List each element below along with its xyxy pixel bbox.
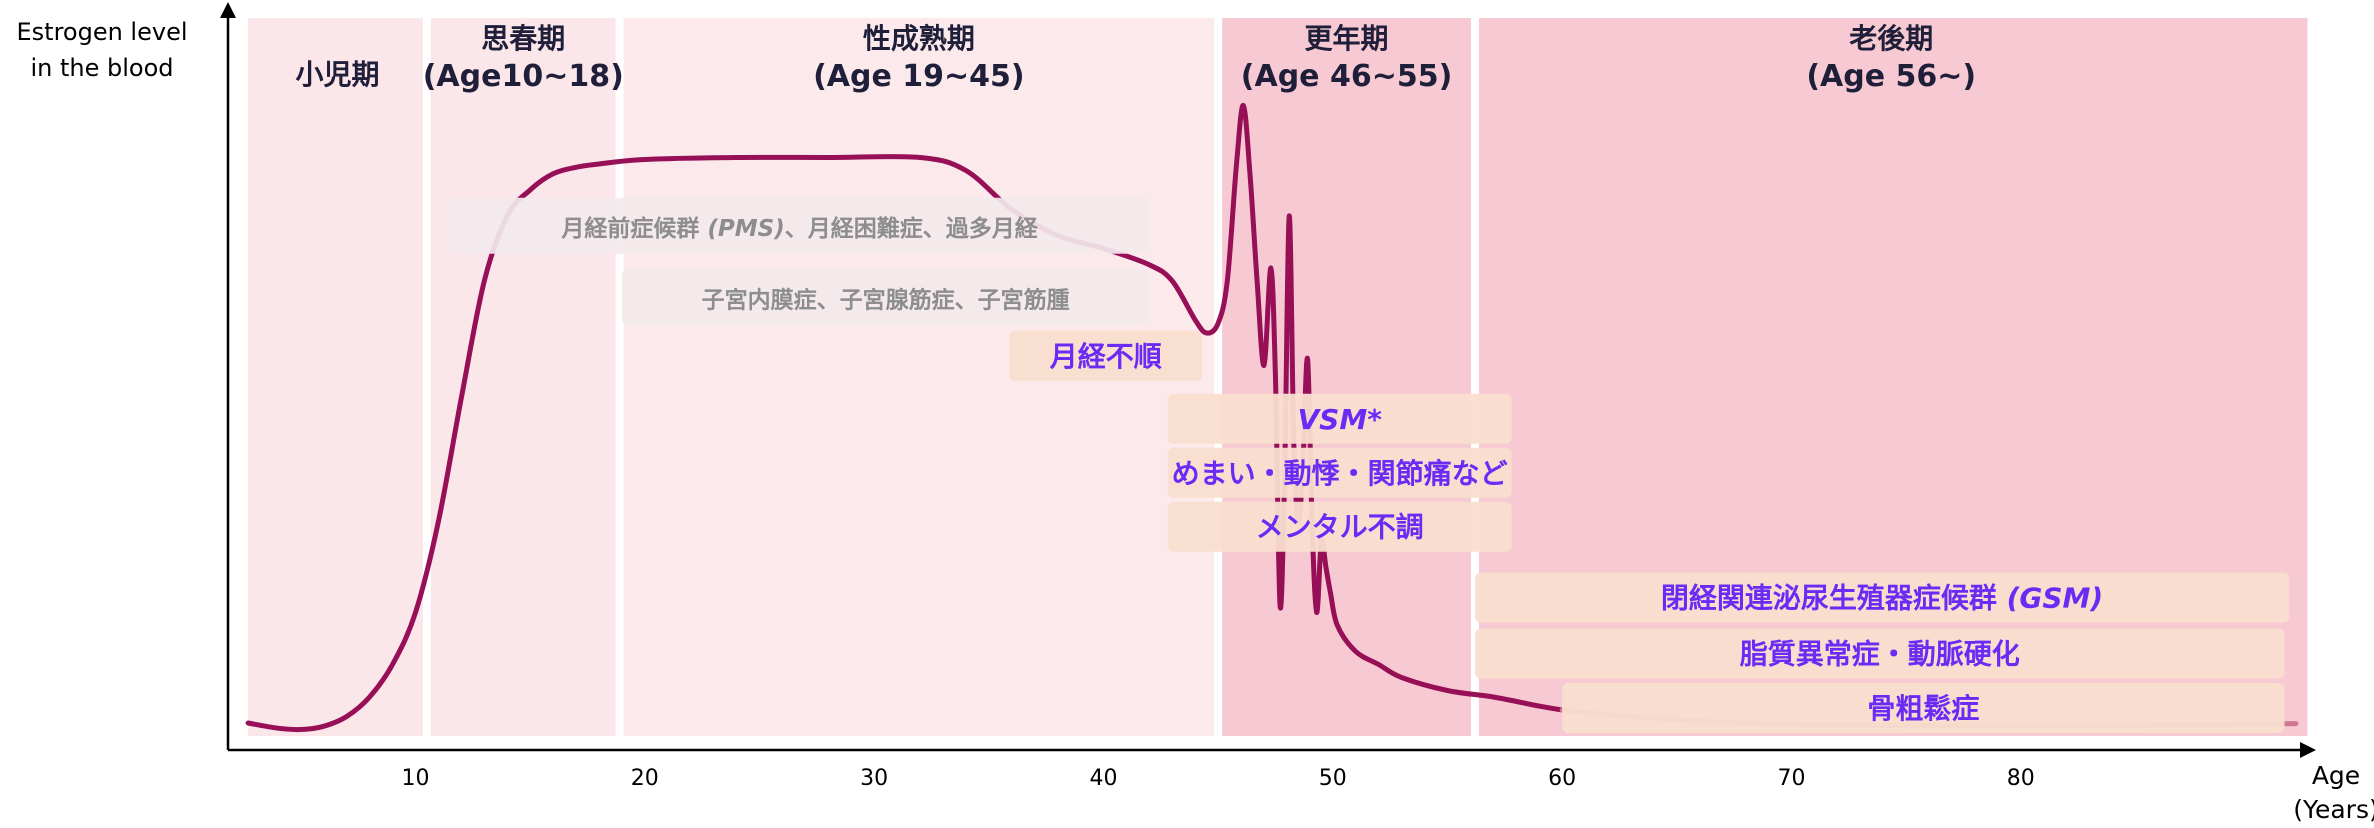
annotation-label: 月経前症候群 (PMS)、月経困難症、過多月経 xyxy=(560,215,1038,242)
annotation-box xyxy=(1167,447,1512,498)
estrogen-curve xyxy=(245,102,1565,733)
phase-band xyxy=(248,18,423,736)
phase-label: 老後期 xyxy=(1849,22,1933,55)
x-tick-label: 80 xyxy=(2007,766,2035,791)
annotation-label: 月経不順 xyxy=(1049,340,1162,373)
phase-band xyxy=(430,18,616,736)
annotation-box xyxy=(1009,330,1203,381)
annotation-box xyxy=(449,197,1150,254)
x-tick-label: 40 xyxy=(1089,766,1117,791)
x-axis-label: (Years) xyxy=(2293,795,2374,824)
x-tick-label: 70 xyxy=(1777,766,1805,791)
phase-label: 思春期 xyxy=(481,22,565,55)
annotation-label: 脂質異常症・動脈硬化 xyxy=(1740,637,2020,670)
y-axis-label: in the blood xyxy=(30,54,173,82)
x-tick-label: 30 xyxy=(860,766,888,791)
x-axis-arrow-icon xyxy=(2300,742,2316,758)
annotation-label: 閉経関連泌尿生殖器症候群 (GSM) xyxy=(1661,582,2103,615)
phase-label: 小児期 xyxy=(295,58,379,91)
x-axis-label: Age xyxy=(2312,761,2360,790)
axes: 10 20 30 40 50 60 70 80 Estrogen level in the blo… xyxy=(16,2,2374,824)
x-tick-label: 10 xyxy=(401,766,429,791)
annotation-box xyxy=(621,269,1150,326)
annotation-label: 子宮内膜症、子宮腺筋症、子宮筋腫 xyxy=(702,286,1070,313)
phase-band xyxy=(1478,18,2308,736)
annotation-label: 骨粗鬆症 xyxy=(1867,692,1979,725)
x-tick-label: 60 xyxy=(1548,766,1576,791)
annotation-label: VSM* xyxy=(1298,403,1383,436)
phase-label: 性成熟期 xyxy=(863,22,975,55)
x-tick-label: 20 xyxy=(631,766,659,791)
annotation-box xyxy=(1474,572,2290,623)
annotation-label: めまい・動悸・関節痛など xyxy=(1172,457,1508,490)
phase-band xyxy=(1222,18,1471,736)
annotation-box xyxy=(1562,683,2285,734)
annotation-box xyxy=(1167,501,1512,552)
phase-age-range: (Age 46~55) xyxy=(1241,59,1453,94)
x-tick-label: 50 xyxy=(1319,766,1347,791)
annotation-box xyxy=(1474,628,2285,679)
phase-label: 更年期 xyxy=(1305,22,1389,55)
phase-age-range: (Age 56~) xyxy=(1806,59,1976,94)
symptom-annotations: 月経前症候群 (PMS)、月経困難症、過多月経子宮内膜症、子宮腺筋症、子宮筋腫月… xyxy=(449,197,2290,734)
phase-age-range: (Age 19~45) xyxy=(813,59,1025,94)
annotation-label: メンタル不調 xyxy=(1256,511,1424,544)
y-axis-label: Estrogen level xyxy=(16,18,187,46)
y-axis-arrow-icon xyxy=(220,2,236,18)
annotation-box xyxy=(1167,393,1512,444)
phase-age-range: (Age10~18) xyxy=(423,59,624,94)
phase-labels: 小児期 思春期 (Age10~18) 性成熟期 (Age 19~45) 更年期 (Age 4… xyxy=(295,22,1976,94)
